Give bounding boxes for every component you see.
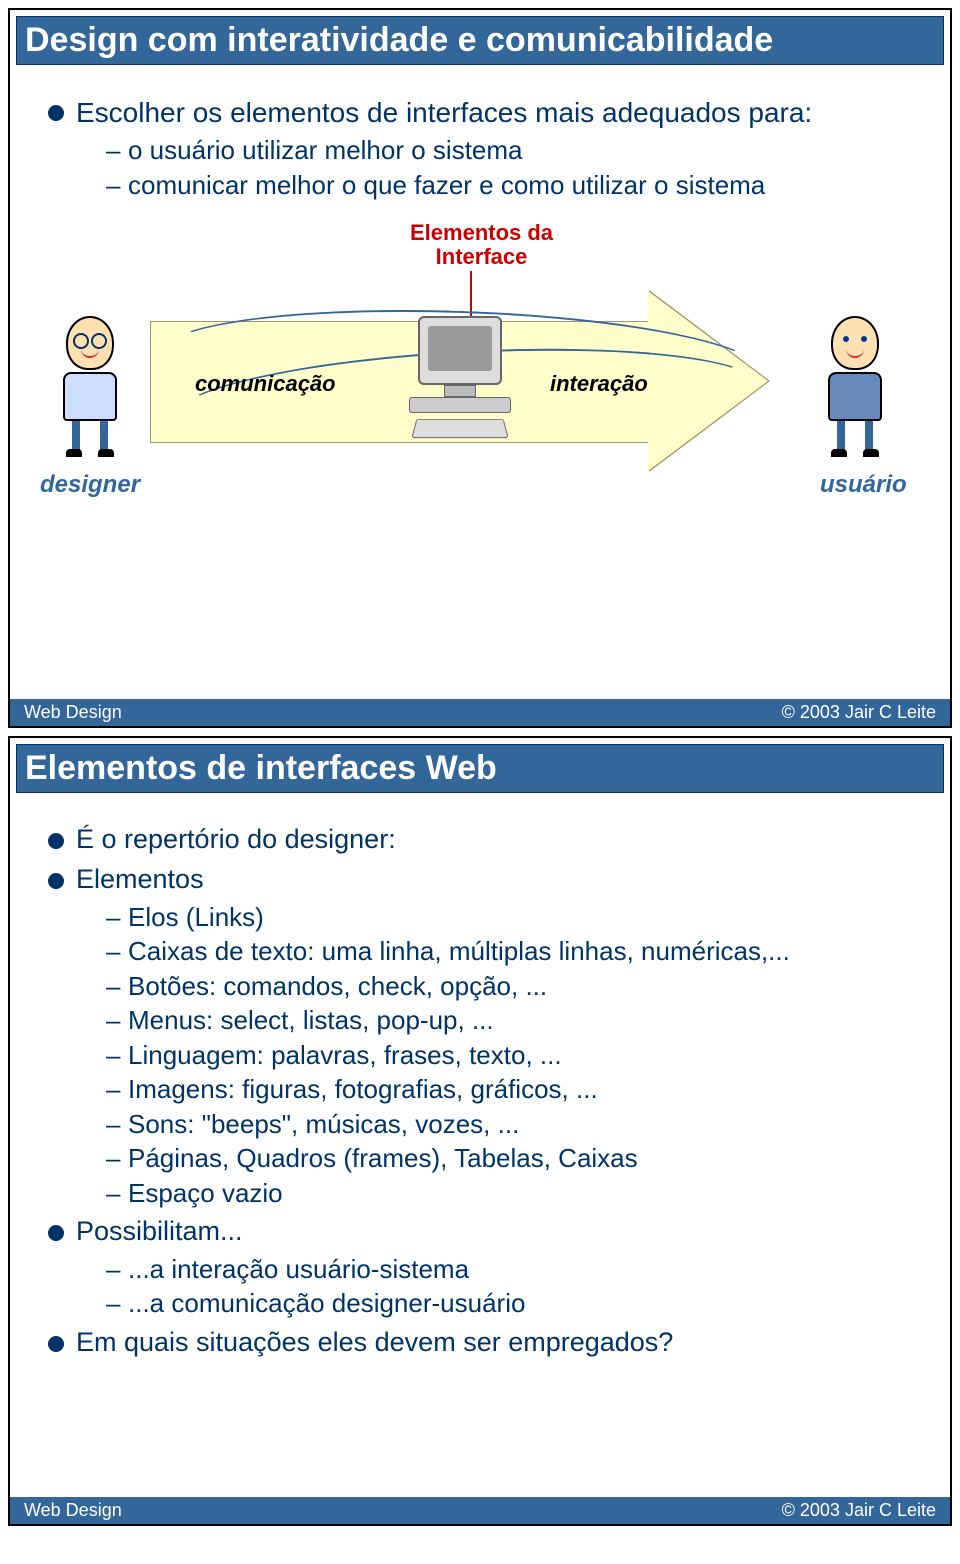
interaction-label: interação <box>550 371 648 397</box>
dash-item: o usuário utilizar melhor o sistema <box>106 134 920 167</box>
footer-left: Web Design <box>24 1500 122 1521</box>
slide-1: Design com interatividade e comunicabili… <box>8 8 952 728</box>
dash-item: ...a comunicação designer-usuário <box>106 1287 920 1320</box>
footer: Web Design © 2003 Jair C Leite <box>10 699 950 726</box>
footer-left: Web Design <box>24 702 122 723</box>
footer-right: © 2003 Jair C Leite <box>782 1500 936 1521</box>
footer: Web Design © 2003 Jair C Leite <box>10 1497 950 1524</box>
designer-figure <box>55 316 125 446</box>
user-figure <box>820 316 890 446</box>
elements-label: Elementos da Interface <box>410 221 553 269</box>
footer-right: © 2003 Jair C Leite <box>782 702 936 723</box>
bullet-item: Escolher os elementos de interfaces mais… <box>48 95 920 201</box>
slide-title: Elementos de interfaces Web <box>16 744 944 793</box>
computer-icon <box>400 316 520 436</box>
slide-content: Escolher os elementos de interfaces mais… <box>10 65 950 221</box>
bullet-item: É o repertório do designer: <box>48 823 920 857</box>
user-label: usuário <box>820 471 907 499</box>
dash-item: Menus: select, listas, pop-up, ... <box>106 1004 920 1037</box>
dash-item: Botões: comandos, check, opção, ... <box>106 970 920 1003</box>
dash-item: Caixas de texto: uma linha, múltiplas li… <box>106 935 920 968</box>
label-line2: Interface <box>436 244 528 269</box>
bullet-item: Possibilitam... ...a interação usuário-s… <box>48 1215 920 1320</box>
slide-title: Design com interatividade e comunicabili… <box>16 16 944 65</box>
dash-item: Linguagem: palavras, frases, texto, ... <box>106 1039 920 1072</box>
diagram: Elementos da Interface comunicação inter… <box>30 221 930 541</box>
bullet-text: Escolher os elementos de interfaces mais… <box>76 97 812 128</box>
dash-item: Imagens: figuras, fotografias, gráficos,… <box>106 1073 920 1106</box>
label-line1: Elementos da <box>410 220 553 245</box>
dash-item: comunicar melhor o que fazer e como util… <box>106 169 920 202</box>
bullet-item: Elementos Elos (Links) Caixas de texto: … <box>48 863 920 1209</box>
slide-2: Elementos de interfaces Web É o repertór… <box>8 736 952 1526</box>
dash-item: Espaço vazio <box>106 1177 920 1210</box>
dash-item: Páginas, Quadros (frames), Tabelas, Caix… <box>106 1142 920 1175</box>
communication-label: comunicação <box>195 371 336 397</box>
designer-label: designer <box>40 471 140 499</box>
dash-item: Elos (Links) <box>106 901 920 934</box>
bullet-text: Elementos <box>76 864 204 894</box>
dash-item: ...a interação usuário-sistema <box>106 1253 920 1286</box>
dash-item: Sons: "beeps", músicas, vozes, ... <box>106 1108 920 1141</box>
slide-content: É o repertório do designer: Elementos El… <box>10 793 950 1380</box>
bullet-item: Em quais situações eles devem ser empreg… <box>48 1326 920 1360</box>
bullet-text: Possibilitam... <box>76 1216 243 1246</box>
